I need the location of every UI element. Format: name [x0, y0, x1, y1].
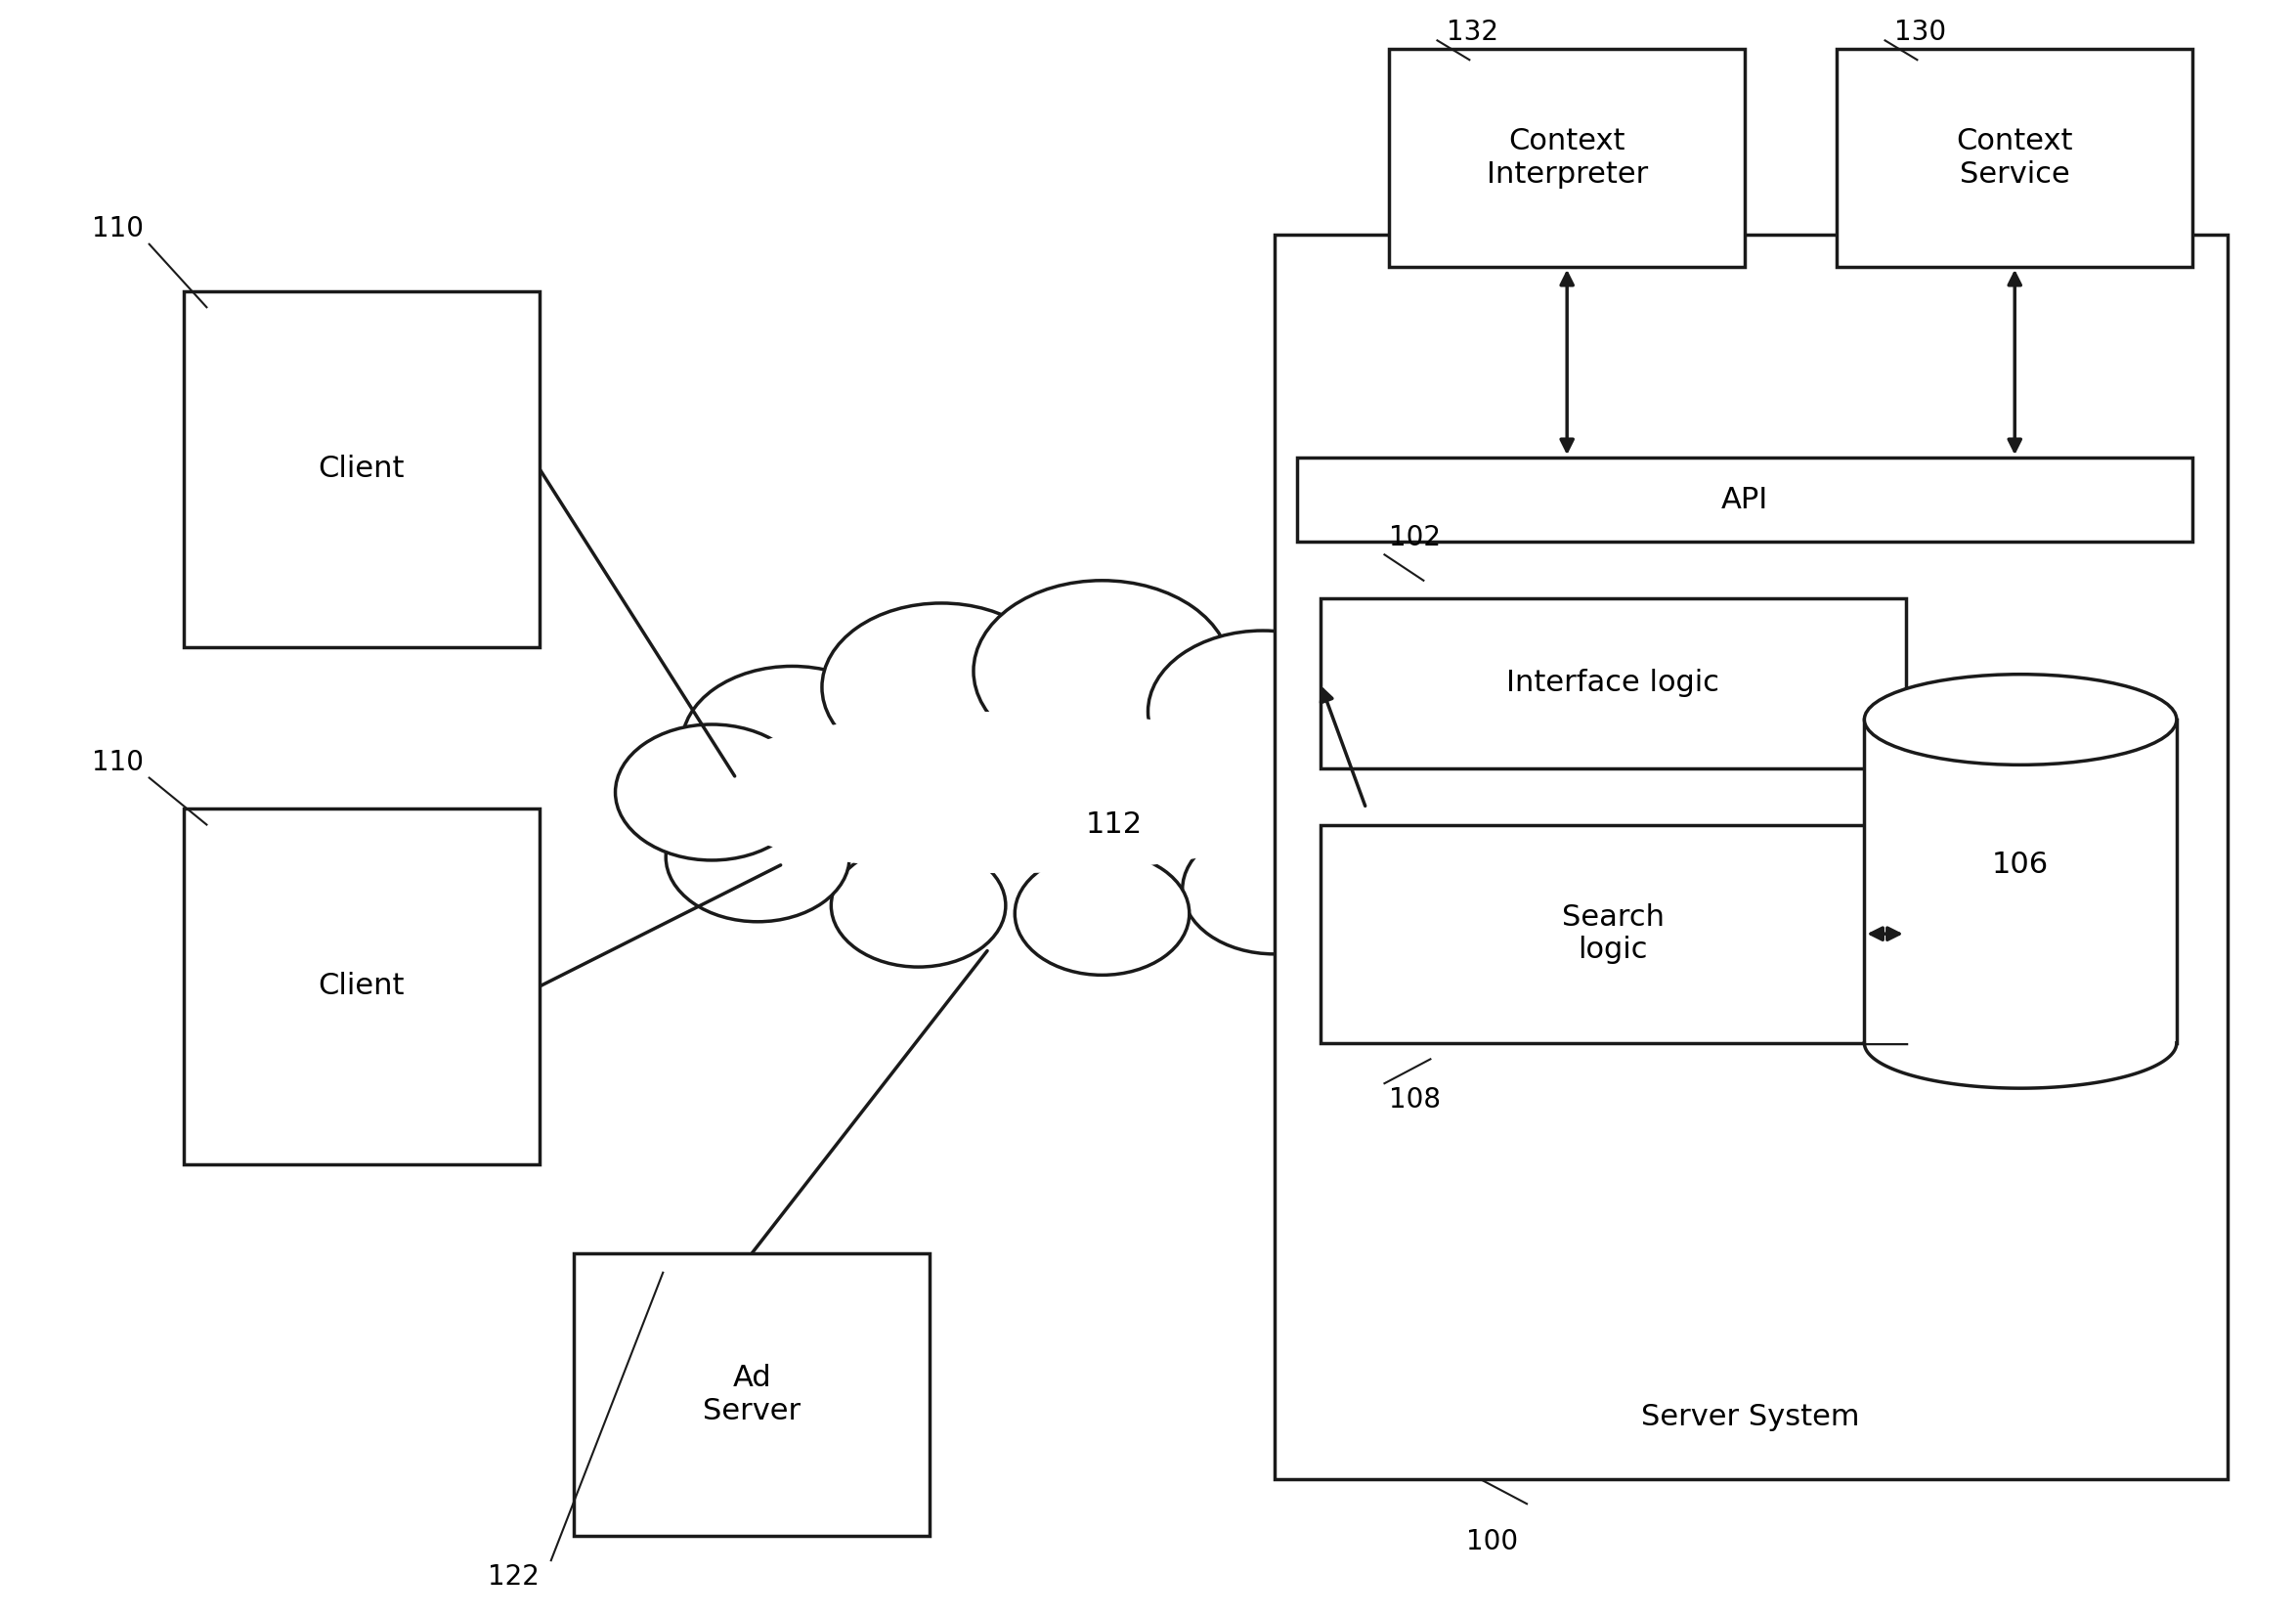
- Text: 110: 110: [92, 215, 145, 243]
- Bar: [1864, 720, 2177, 1043]
- Bar: [184, 291, 540, 647]
- Text: 100: 100: [1467, 1528, 1518, 1556]
- Bar: [1297, 458, 2193, 542]
- Bar: [1274, 234, 2227, 1480]
- Text: Interface logic: Interface logic: [1506, 669, 1720, 697]
- Text: 106: 106: [1993, 851, 2048, 880]
- Circle shape: [1148, 631, 1378, 792]
- Bar: [1837, 49, 2193, 267]
- Text: API: API: [1722, 485, 1768, 514]
- Circle shape: [666, 792, 850, 922]
- Circle shape: [682, 666, 902, 821]
- Ellipse shape: [1864, 674, 2177, 765]
- Bar: [184, 808, 540, 1164]
- Circle shape: [822, 603, 1061, 771]
- Ellipse shape: [689, 711, 1332, 873]
- Text: 112: 112: [1086, 810, 1141, 839]
- Text: Context
Service: Context Service: [1956, 128, 2073, 188]
- Circle shape: [831, 844, 1006, 967]
- Bar: [1389, 49, 1745, 267]
- Text: Ad
Server: Ad Server: [703, 1365, 801, 1425]
- Text: 132: 132: [1446, 19, 1499, 45]
- Text: 122: 122: [487, 1564, 540, 1591]
- Text: Client: Client: [319, 454, 404, 483]
- Text: Server System: Server System: [1642, 1402, 1860, 1431]
- Circle shape: [974, 581, 1231, 762]
- Bar: [1320, 598, 1906, 768]
- Text: 108: 108: [1389, 1087, 1442, 1114]
- Text: Context
Interpreter: Context Interpreter: [1486, 128, 1649, 188]
- Circle shape: [1182, 825, 1366, 954]
- Bar: [574, 1253, 930, 1536]
- Text: 130: 130: [1894, 19, 1947, 45]
- Text: Client: Client: [319, 972, 404, 1001]
- Text: 102: 102: [1389, 524, 1442, 551]
- Circle shape: [1242, 729, 1444, 872]
- Bar: [1320, 825, 1906, 1043]
- Text: Search
logic: Search logic: [1561, 904, 1665, 964]
- Text: 110: 110: [92, 749, 145, 776]
- Circle shape: [615, 724, 808, 860]
- Circle shape: [1015, 852, 1189, 975]
